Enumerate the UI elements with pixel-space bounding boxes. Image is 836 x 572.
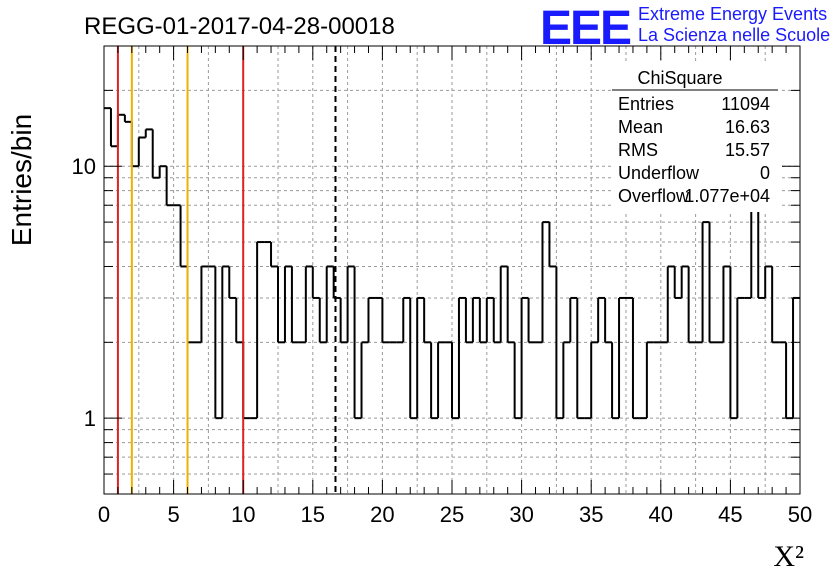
reference-lines [116, 46, 337, 494]
x-tick-label: 5 [167, 502, 179, 527]
org-name-line1: Extreme Energy Events [638, 4, 827, 24]
stats-label: Mean [618, 117, 663, 137]
x-tick-label: 15 [301, 502, 325, 527]
y-axis-label: Entries/bin [6, 114, 37, 246]
eee-logo: EEE Extreme Energy Events La Scienza nel… [540, 2, 830, 55]
stats-value: 0 [760, 163, 770, 183]
y-tick-label: 10 [72, 154, 96, 179]
x-tick-label: 0 [98, 502, 110, 527]
x-axis-label: X² [773, 540, 804, 572]
stats-value: 15.57 [725, 140, 770, 160]
stats-label: RMS [618, 140, 658, 160]
x-tick-label: 50 [788, 502, 812, 527]
x-tick-label: 30 [509, 502, 533, 527]
x-tick-label: 35 [579, 502, 603, 527]
stats-label: Entries [618, 94, 674, 114]
x-tick-label: 20 [370, 502, 394, 527]
x-tick-label: 10 [231, 502, 255, 527]
stats-box: ChiSquare Entries 11094 Mean 16.63 RMS 15.57 U… [612, 64, 780, 212]
org-name-line2: La Scienza nelle Scuole [638, 25, 830, 45]
stats-value: 11094 [721, 94, 770, 114]
stats-box-title: ChiSquare [637, 68, 722, 88]
axis-ticks: 0 5 10 15 20 25 30 35 40 45 50 1 10 [72, 46, 812, 527]
y-tick-label: 1 [84, 406, 96, 431]
stats-value: 1.077e+04 [684, 186, 770, 206]
histogram-bins [104, 107, 800, 420]
x-tick-label: 25 [440, 502, 464, 527]
stats-label: Underflow [618, 163, 700, 183]
stats-label: Overflow [618, 186, 690, 206]
x-tick-label: 40 [649, 502, 673, 527]
eee-logo-mark: EEE [540, 2, 631, 55]
stats-value: 16.63 [725, 117, 770, 137]
x-tick-label: 45 [718, 502, 742, 527]
chart-title: REGG-01-2017-04-28-00018 [84, 13, 395, 40]
